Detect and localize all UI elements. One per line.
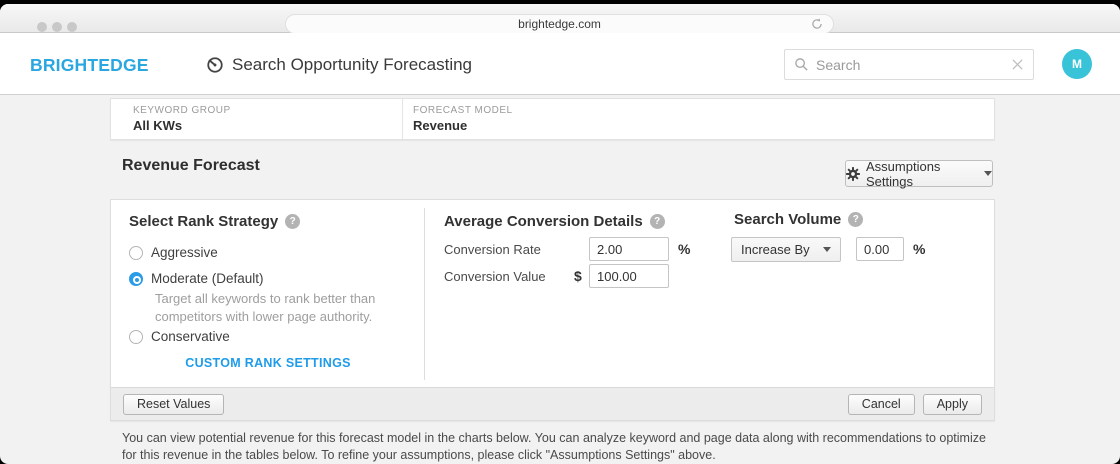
section-divider <box>424 208 425 380</box>
radio-button-selected[interactable] <box>129 271 143 286</box>
help-icon[interactable]: ? <box>285 214 301 229</box>
rank-strategy-heading: Select Rank Strategy <box>129 213 279 230</box>
assumptions-settings-button[interactable]: Assumptions Settings <box>845 158 993 189</box>
window-close-button[interactable] <box>37 22 47 32</box>
browser-window: brightedge.com BRIGHTEDGE Search Opportu… <box>0 4 1120 464</box>
revenue-forecast-heading: Revenue Forecast <box>122 157 260 174</box>
forecast-model-value: Revenue <box>413 118 468 133</box>
conversion-rate-label: Conversion Rate <box>444 241 541 257</box>
gear-icon <box>846 166 860 181</box>
forecast-gauge-icon <box>206 56 224 74</box>
url-text: brightedge.com <box>518 17 601 31</box>
conversion-rate-unit: % <box>678 241 691 257</box>
address-bar[interactable]: brightedge.com <box>285 14 834 34</box>
reset-values-button[interactable]: Reset Values <box>123 393 225 415</box>
search-box[interactable] <box>784 49 1034 80</box>
chevron-down-icon <box>984 171 992 176</box>
conversion-rate-input[interactable] <box>589 237 669 261</box>
conversion-heading-row: Average Conversion Details ? <box>444 213 665 230</box>
search-volume-input[interactable] <box>856 237 904 261</box>
panel-main: Select Rank Strategy ? Aggressive Modera… <box>111 200 994 389</box>
revenue-forecast-panel: Select Rank Strategy ? Aggressive Modera… <box>110 199 995 421</box>
rank-strategy-heading-row: Select Rank Strategy ? <box>129 213 419 230</box>
help-icon[interactable]: ? <box>649 214 665 229</box>
conversion-value-input[interactable] <box>589 264 669 288</box>
help-icon[interactable]: ? <box>848 212 864 227</box>
keyword-group-label: KEYWORD GROUP <box>133 105 231 116</box>
chevron-down-icon <box>823 247 831 252</box>
apply-button[interactable]: Apply <box>922 393 982 415</box>
custom-rank-settings-link[interactable]: CUSTOM RANK SETTINGS <box>185 356 351 370</box>
panel-footer: Reset Values Cancel Apply <box>111 387 994 420</box>
conversion-rate-row: Conversion Rate % <box>444 237 690 261</box>
clear-search-icon[interactable] <box>1011 58 1024 71</box>
page-title: Search Opportunity Forecasting <box>232 55 473 74</box>
window-controls <box>37 22 77 32</box>
search-input[interactable] <box>816 56 1004 73</box>
keyword-group-value: All KWs <box>133 118 183 133</box>
forecast-model-label: FORECAST MODEL <box>413 105 513 116</box>
search-volume-mode-dropdown[interactable]: Increase By <box>731 237 841 262</box>
cancel-button[interactable]: Cancel <box>847 393 915 415</box>
currency-symbol: $ <box>574 268 582 284</box>
browser-chrome: brightedge.com <box>0 4 1120 34</box>
dropdown-selected-value: Increase By <box>741 242 810 257</box>
user-avatar[interactable]: M <box>1062 49 1092 79</box>
window-zoom-button[interactable] <box>67 22 77 32</box>
conversion-heading: Average Conversion Details <box>444 213 643 230</box>
search-volume-heading: Search Volume <box>734 211 842 228</box>
assumptions-settings-label: Assumptions Settings <box>866 158 941 189</box>
reload-icon[interactable] <box>810 17 824 31</box>
window-minimize-button[interactable] <box>52 22 62 32</box>
radio-label: Aggressive <box>151 245 218 260</box>
radio-label: Conservative <box>151 329 230 344</box>
app-header: BRIGHTEDGE Search Opportunity Forecastin… <box>0 33 1120 95</box>
brightedge-logo[interactable]: BRIGHTEDGE <box>30 55 149 75</box>
radio-option-conservative[interactable]: Conservative <box>129 329 230 344</box>
radio-button[interactable] <box>129 329 143 344</box>
search-volume-unit: % <box>913 241 926 257</box>
conversion-value-label: Conversion Value <box>444 268 546 284</box>
search-icon <box>794 57 809 72</box>
forecast-note: You can view potential revenue for this … <box>122 431 986 462</box>
forecast-model-cell[interactable]: FORECAST MODEL Revenue <box>403 99 513 139</box>
radio-option-moderate[interactable]: Moderate (Default) <box>129 271 264 286</box>
radio-label: Moderate (Default) <box>151 271 264 286</box>
keyword-group-cell[interactable]: KEYWORD GROUP All KWs <box>111 99 403 139</box>
conversion-value-row: Conversion Value $ <box>444 264 669 288</box>
forecast-context-card: KEYWORD GROUP All KWs FORECAST MODEL Rev… <box>110 98 995 140</box>
search-volume-heading-row: Search Volume ? <box>734 211 864 228</box>
moderate-description: Target all keywords to rank better than … <box>155 291 376 324</box>
radio-button[interactable] <box>129 245 143 260</box>
radio-option-aggressive[interactable]: Aggressive <box>129 245 218 260</box>
